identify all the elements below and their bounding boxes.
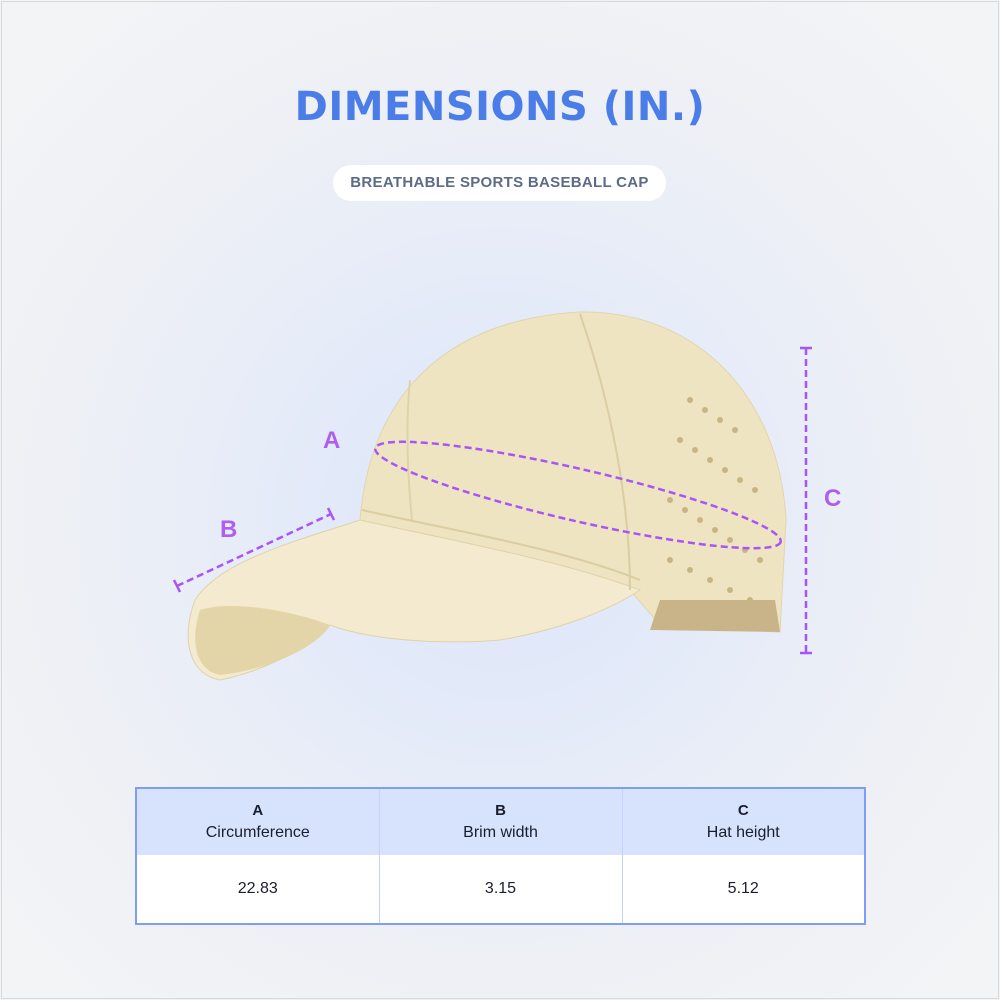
product-name-badge: BREATHABLE SPORTS BASEBALL CAP [333, 165, 666, 201]
page-title: DIMENSIONS (IN.) [294, 84, 706, 130]
header-letter: A [252, 802, 264, 819]
cap-image [187, 311, 787, 681]
value-hat-height: 5.12 [621, 855, 865, 924]
header-name: Circumference [205, 824, 310, 841]
table-row: 22.83 3.15 5.12 [135, 855, 865, 924]
dimensions-table: A Circumference B Brim width C Hat height 2… [135, 787, 866, 925]
header-b: B Brim width [378, 788, 622, 855]
table-header-row: A Circumference B Brim width C Hat height [135, 788, 865, 855]
label-c: C [824, 485, 842, 512]
label-a: A [323, 427, 341, 454]
brim-width-marker [176, 512, 332, 588]
header-letter: C [737, 802, 749, 819]
label-b: B [220, 516, 238, 543]
header-name: Hat height [706, 824, 780, 841]
circumference-marker [373, 440, 783, 550]
header-name: Brim width [463, 824, 538, 841]
value-circumference: 22.83 [135, 855, 379, 924]
header-c: C Hat height [621, 788, 865, 855]
header-a: A Circumference [135, 788, 379, 855]
value-brim-width: 3.15 [378, 855, 622, 924]
header-letter: B [495, 802, 506, 819]
